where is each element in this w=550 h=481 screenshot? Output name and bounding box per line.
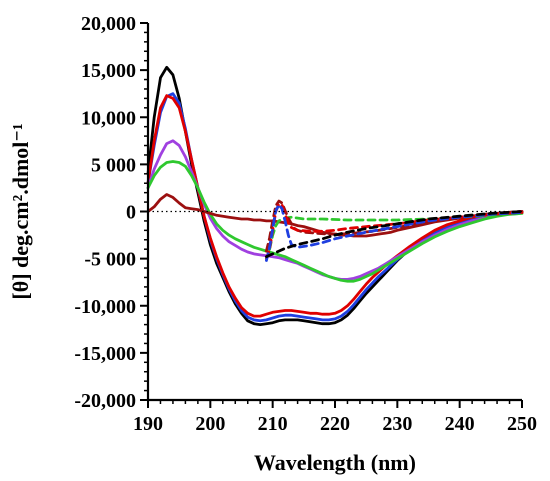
series-line-6-solid — [146, 193, 524, 238]
x-axis-title: Wavelength (nm) — [254, 450, 416, 475]
series-line-11-dashed — [265, 210, 524, 259]
x-tick-label: 210 — [258, 413, 288, 435]
y-tick-label: 15,000 — [81, 60, 136, 82]
y-tick-label: 0 — [126, 202, 136, 224]
y-tick-label: -5 000 — [84, 249, 136, 271]
series-line-1-solid — [146, 65, 524, 326]
y-axis-title: [θ] deg.cm².dmol⁻¹ — [8, 123, 33, 299]
series-line-3-solid — [146, 94, 524, 318]
y-tick-label: -15,000 — [74, 343, 136, 365]
y-tick-label: -20,000 — [74, 390, 136, 412]
y-tick-label: 20,000 — [81, 13, 136, 35]
x-tick-label: 230 — [382, 413, 412, 435]
y-tick-label: -10,000 — [74, 296, 136, 318]
x-tick-label: 220 — [320, 413, 350, 435]
series-line-7-dashed — [268, 212, 524, 251]
series-line-10-dashed — [265, 203, 524, 262]
x-tick-label: 200 — [195, 413, 225, 435]
y-tick-label: 10,000 — [81, 107, 136, 129]
y-tick-label: 5 000 — [91, 154, 136, 176]
series-layer — [146, 65, 524, 326]
x-tick-label: 190 — [133, 413, 163, 435]
x-tick-label: 240 — [445, 413, 475, 435]
x-tick-label: 250 — [507, 413, 537, 435]
series-line-5-solid — [146, 160, 524, 283]
axes-layer: 20,000 15,000 10,000 5 000 0 -5 000 -10,000 -15… — [74, 13, 537, 435]
